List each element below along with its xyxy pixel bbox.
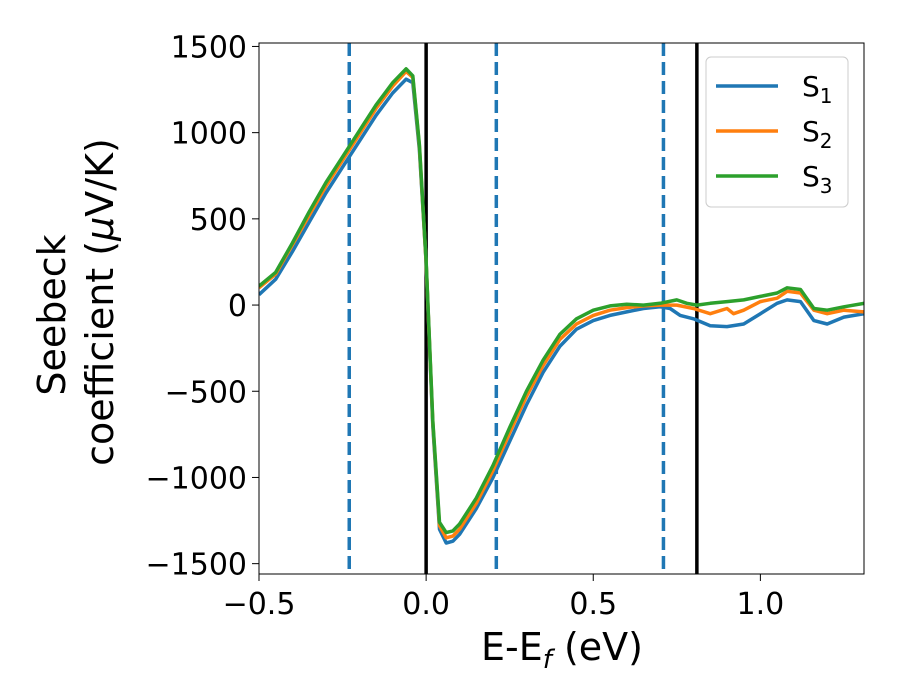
y-tick-label: 500 [190, 203, 247, 238]
y-tick-label: 0 [228, 289, 247, 324]
y-tick-label: −1000 [146, 461, 247, 496]
y-tick-label: −500 [165, 375, 247, 410]
series-line-s1 [259, 77, 864, 545]
y-axis-label-text: coefficient ( [78, 241, 122, 466]
reference-lines [347, 43, 699, 574]
x-tick-label: 0.5 [569, 587, 617, 622]
x-axis-label-main: E-E [481, 625, 543, 669]
legend-label-s3: S3 [802, 160, 833, 198]
x-tick-label: 0.0 [402, 587, 450, 622]
series-line-s2 [259, 69, 864, 540]
y-axis-label-line2: coefficient (μV/K) [78, 138, 122, 466]
y-axis-label-line1: Seebeck [30, 234, 74, 395]
x-axis-label-tail: (eV) [552, 625, 643, 669]
series-lines [259, 67, 864, 545]
legend-label-s2: S2 [802, 115, 833, 153]
y-axis-label-unit: V/K) [78, 138, 122, 217]
x-axis-label: E-Ef (eV) [481, 625, 643, 675]
x-ticks: −0.5 0.0 0.5 1.0 [223, 574, 785, 622]
y-tick-label: 1500 [171, 30, 247, 65]
y-tick-label: 1000 [171, 117, 247, 152]
y-tick-label: −1500 [146, 548, 247, 583]
x-tick-label: 1.0 [737, 587, 785, 622]
y-ticks: −1500 −1000 −500 0 500 1000 1500 [146, 30, 259, 583]
plot-frame [258, 42, 865, 575]
legend-label-s1: S1 [802, 70, 833, 108]
x-tick-label: −0.5 [223, 587, 296, 622]
legend: S1 S2 S3 [705, 56, 849, 208]
series-line-s3 [259, 67, 864, 535]
y-axis-label-mu: μ [78, 217, 122, 242]
